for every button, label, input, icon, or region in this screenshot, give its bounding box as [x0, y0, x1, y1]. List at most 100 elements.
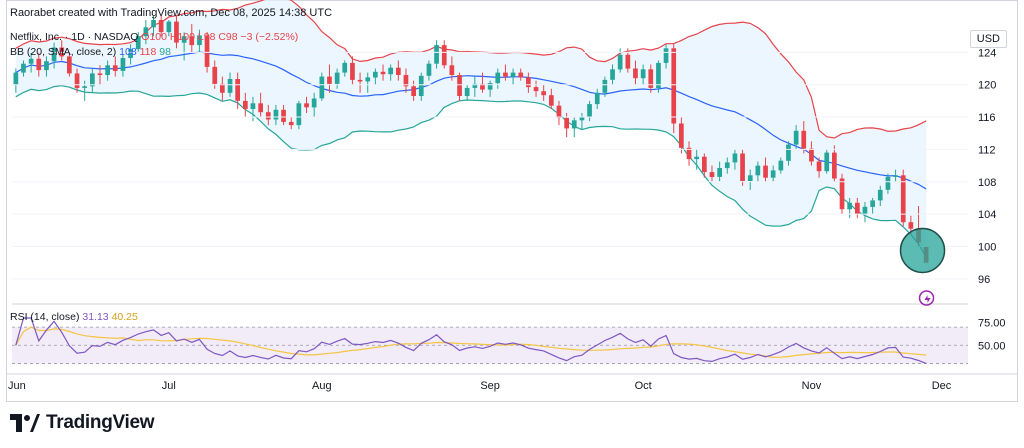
candle-body — [503, 72, 508, 77]
bb-legend[interactable]: BB (20, SMA, close, 2) 108 118 98 — [10, 46, 171, 58]
time-tick-label: Nov — [802, 380, 822, 392]
tradingview-logo[interactable]: TradingView — [10, 412, 155, 434]
candle — [105, 60, 110, 81]
candle-body — [694, 156, 699, 160]
candle — [633, 60, 638, 85]
candle — [778, 157, 784, 174]
candle-body — [824, 152, 830, 172]
rsi-axis: 75.00 50.00 — [978, 318, 1006, 353]
candle-body — [617, 54, 623, 70]
candle-body — [526, 77, 531, 88]
candle — [143, 20, 149, 45]
candle — [671, 44, 677, 134]
candle-body — [304, 103, 309, 108]
candle — [304, 96, 309, 114]
candle-body — [900, 175, 906, 223]
highlight-circle — [899, 227, 946, 306]
candle — [472, 76, 478, 97]
candle-body — [21, 63, 26, 73]
candle-body — [541, 91, 546, 96]
candle — [770, 165, 776, 182]
candle-body — [686, 147, 692, 160]
candle-body — [334, 72, 340, 84]
currency-button[interactable]: USD — [969, 30, 1007, 48]
candle-body — [311, 98, 317, 108]
candle-body — [740, 153, 745, 181]
candle-body — [105, 65, 110, 75]
candle-body — [158, 20, 164, 33]
candle-body — [839, 178, 845, 210]
candle-body — [770, 170, 776, 178]
candle — [441, 40, 447, 69]
candle-body — [250, 103, 256, 109]
candle-body — [587, 104, 592, 117]
candle — [587, 100, 592, 122]
candle — [510, 68, 516, 85]
candle — [334, 68, 340, 89]
candle — [243, 92, 248, 118]
candle — [862, 201, 868, 223]
candle — [533, 80, 539, 97]
candle — [893, 169, 898, 182]
candle — [220, 76, 225, 101]
candle — [426, 60, 432, 81]
candle — [319, 72, 325, 101]
candle — [388, 64, 393, 81]
candle — [877, 185, 883, 207]
candle — [480, 72, 485, 93]
candle — [342, 60, 348, 77]
candle — [648, 64, 654, 93]
candle — [579, 113, 585, 130]
candle-body — [801, 130, 807, 149]
time-tick-label: Aug — [312, 380, 332, 392]
candle-body — [227, 79, 233, 93]
candle — [747, 169, 753, 190]
candle-body — [189, 36, 195, 46]
candle — [44, 56, 49, 77]
rsi-line — [15, 317, 927, 364]
candle-body — [212, 66, 218, 84]
candle-body — [36, 58, 42, 71]
candle-body — [640, 69, 646, 79]
candle — [801, 121, 807, 154]
symbol-legend[interactable]: Netflix, Inc. · 1D · NASDAQ O100 H100 L9… — [10, 31, 298, 43]
candle — [663, 44, 669, 69]
rsi-ma-value: 40.25 — [111, 311, 138, 323]
candle-body — [265, 112, 271, 120]
candle-body — [633, 68, 638, 79]
candle — [464, 84, 470, 101]
candle — [418, 72, 424, 101]
candle-body — [396, 67, 401, 75]
candle-body — [602, 79, 608, 93]
candle-body — [709, 172, 715, 177]
candle — [380, 64, 386, 81]
candle-body — [862, 206, 868, 215]
candle-body — [296, 103, 302, 126]
candle — [755, 161, 761, 182]
candle-body — [648, 69, 654, 88]
candle — [679, 117, 684, 154]
candle-body — [143, 27, 149, 37]
candle-body — [220, 83, 225, 93]
candle — [434, 40, 439, 69]
candle-body — [679, 123, 684, 148]
candle-body — [549, 95, 554, 106]
candle — [365, 72, 371, 93]
price-tick-label: 112 — [978, 144, 996, 156]
candle-body — [671, 48, 677, 124]
candle — [97, 65, 103, 85]
candles-layer[interactable] — [13, 15, 929, 263]
candle-body — [434, 45, 439, 64]
candle-body — [135, 36, 141, 50]
candle — [151, 15, 156, 37]
candle — [694, 149, 699, 170]
candle-body — [809, 148, 814, 162]
rsi-legend[interactable]: RSI (14, close) 31.13 40.25 — [10, 311, 138, 323]
candle — [610, 64, 615, 85]
candle — [288, 117, 294, 130]
candle-body — [28, 58, 34, 64]
time-tick-label: Oct — [635, 380, 652, 392]
candle — [824, 149, 830, 174]
candle-body — [847, 202, 852, 210]
